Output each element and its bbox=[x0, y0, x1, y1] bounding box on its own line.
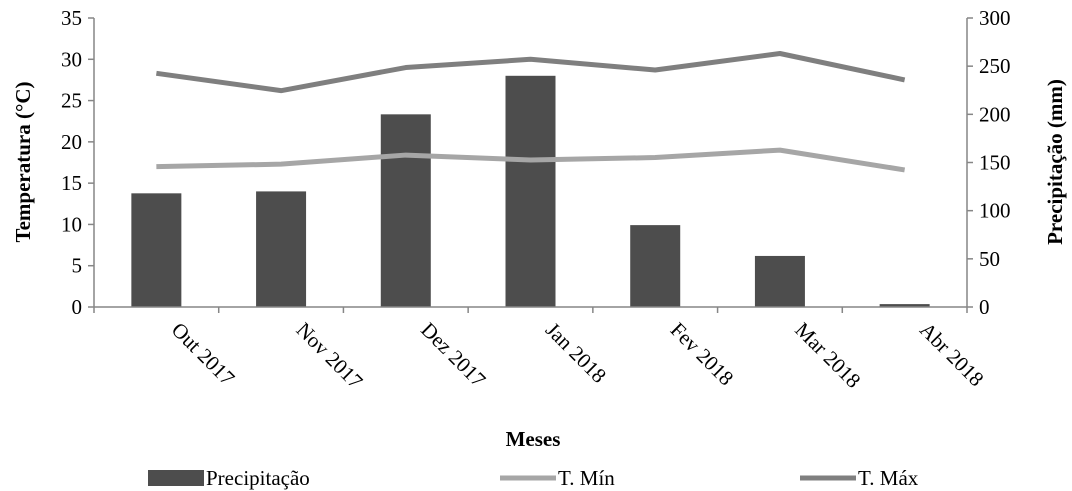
y-tick-label: 10 bbox=[61, 212, 82, 236]
x-tick-label: Fev 2018 bbox=[666, 318, 739, 391]
series-line-t-max bbox=[156, 51, 906, 94]
legend-item-t-max: T. Máx bbox=[800, 466, 919, 490]
y2-tick-label: 0 bbox=[979, 295, 990, 319]
series-line-t-min bbox=[156, 147, 906, 173]
legend-item-precipitacao: Precipitação bbox=[148, 466, 310, 490]
y2-tick-label: 300 bbox=[979, 6, 1011, 30]
bars-layer bbox=[131, 75, 930, 307]
y-axis-title: Temperatura (°C) bbox=[11, 81, 35, 242]
x-tick-label: Out 2017 bbox=[167, 318, 240, 391]
legend: Precipitação T. Mín T. Máx bbox=[148, 466, 919, 490]
y-tick-label: 25 bbox=[61, 89, 82, 113]
y-tick-label: 35 bbox=[61, 6, 82, 30]
lines-layer bbox=[156, 51, 906, 173]
x-tick-label: Dez 2017 bbox=[416, 318, 490, 392]
x-axis-title: Meses bbox=[506, 427, 561, 451]
legend-label: T. Mín bbox=[558, 466, 615, 490]
y-tick-label: 30 bbox=[61, 47, 82, 71]
y2-tick-label: 150 bbox=[979, 151, 1011, 175]
legend-swatch-precipitacao bbox=[148, 470, 204, 486]
y-tick-label: 5 bbox=[72, 254, 83, 278]
bar-precipitacao bbox=[630, 225, 681, 307]
y-tick-label: 20 bbox=[61, 130, 82, 154]
y-tick-label: 15 bbox=[61, 171, 82, 195]
legend-label: T. Máx bbox=[858, 466, 919, 490]
bar-precipitacao bbox=[256, 191, 307, 307]
y2-tick-label: 200 bbox=[979, 102, 1011, 126]
bar-precipitacao bbox=[505, 75, 556, 307]
y2-axis-title: Precipitação (mm) bbox=[1043, 79, 1067, 245]
legend-item-t-min: T. Mín bbox=[500, 466, 615, 490]
x-tick-label: Nov 2017 bbox=[292, 318, 368, 394]
y2-tick-label: 50 bbox=[979, 247, 1000, 271]
axes-layer bbox=[88, 17, 973, 313]
y2-tick-label: 100 bbox=[979, 199, 1011, 223]
legend-label: Precipitação bbox=[206, 466, 310, 490]
y-tick-label: 0 bbox=[72, 295, 83, 319]
x-tick-label: Mar 2018 bbox=[790, 318, 865, 393]
y2-tick-label: 250 bbox=[979, 54, 1011, 78]
bar-precipitacao bbox=[380, 114, 431, 307]
bar-precipitacao bbox=[879, 304, 930, 307]
x-tick-label: Jan 2018 bbox=[541, 318, 611, 388]
bar-precipitacao bbox=[754, 255, 805, 307]
x-tick-label: Abr 2018 bbox=[915, 318, 988, 391]
bar-precipitacao bbox=[131, 193, 182, 307]
